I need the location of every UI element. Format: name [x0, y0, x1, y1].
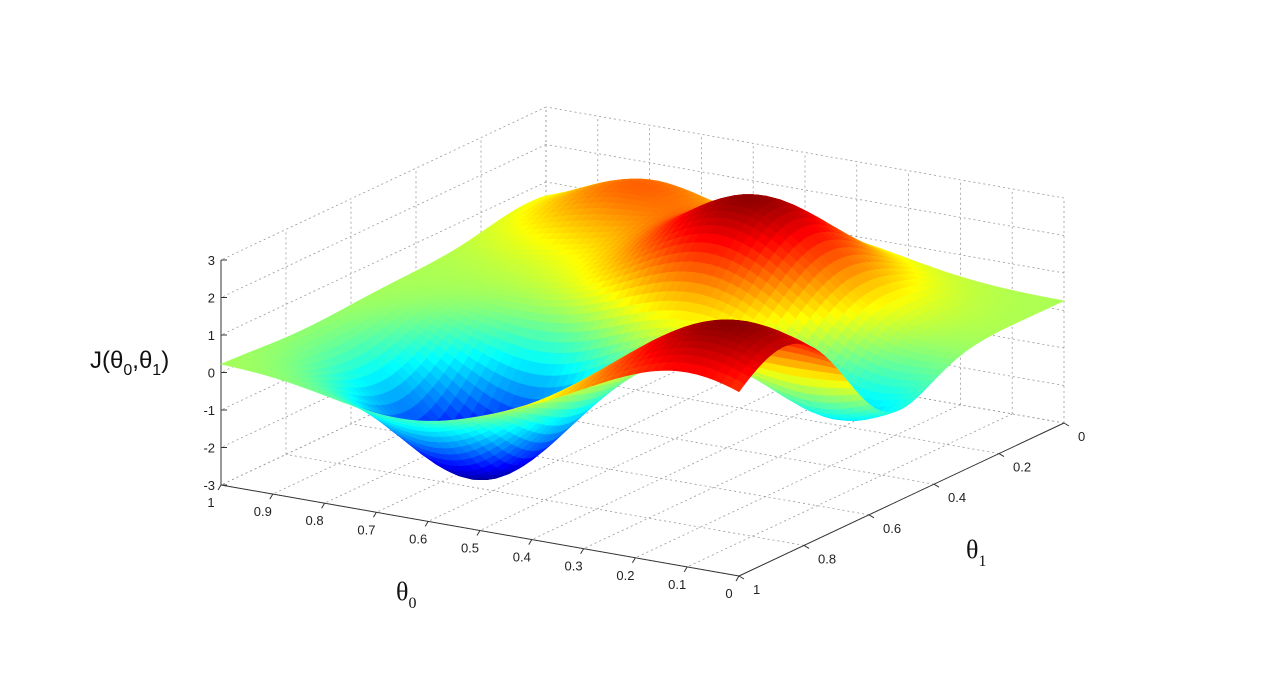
z-tick-label: -2: [203, 441, 215, 456]
x-tick-label: 0.2: [616, 568, 634, 583]
z-tick-label: -3: [203, 478, 215, 493]
y-tick-label: 0.2: [1013, 460, 1031, 475]
x-tick-mark: [580, 548, 585, 554]
x-tick-label: 0.4: [513, 550, 531, 565]
y-tick-mark: [803, 544, 810, 549]
z-tick-label: 2: [208, 291, 215, 306]
z-tick-label: -1: [203, 403, 215, 418]
x-tick-mark: [372, 512, 377, 518]
surface-patch: [729, 379, 745, 393]
axis-ticks: 1 0.9 0.8 0.7 0.6 0.5 0.4 0.3 0.2 0.1 0 0 0.2 0.4 0.6 0…: [203, 253, 1085, 601]
floor-grid-line: [635, 404, 961, 559]
y-tick-label: 0.4: [948, 490, 966, 505]
y-tick-mark: [1063, 422, 1070, 427]
y-tick-label: 0: [1078, 429, 1085, 444]
z-tick-label: 0: [208, 366, 215, 381]
x-tick-mark: [321, 502, 326, 509]
x-tick-label: 0.3: [565, 559, 583, 574]
x-tick-mark: [269, 493, 274, 500]
y-axis-label: θ1: [966, 535, 986, 570]
y-tick-label: 1: [753, 582, 760, 597]
x-tick-label: 0.9: [254, 504, 272, 519]
x-tick-label: 0: [725, 586, 732, 601]
x-tick-label: 0.6: [409, 531, 427, 546]
x-tick-mark: [683, 566, 688, 573]
y-tick-label: 0.6: [883, 521, 901, 536]
z-tick-label: 1: [208, 328, 215, 343]
x-tick-mark: [217, 484, 222, 491]
surface-mesh: [220, 178, 1065, 481]
x-tick-label: 0.5: [461, 541, 479, 556]
x-tick-label: 1: [207, 495, 214, 510]
x-tick-mark: [528, 539, 533, 545]
x-tick-mark: [631, 557, 636, 564]
y-tick-mark: [998, 453, 1005, 458]
x-tick-mark: [424, 521, 429, 527]
y-tick-mark: [738, 575, 745, 580]
x-tick-mark: [476, 530, 481, 536]
z-axis-label: J(θ0,θ1): [90, 347, 169, 379]
x-tick-label: 0.7: [357, 522, 375, 537]
y-axis-line: [738, 422, 1065, 577]
x-tick-mark: [735, 575, 740, 582]
z-tick-label: 3: [208, 253, 215, 268]
x-tick-label: 0.1: [668, 577, 686, 592]
y-tick-label: 0.8: [818, 551, 836, 566]
y-tick-mark: [868, 514, 875, 519]
x-axis-label: θ0: [396, 577, 416, 612]
x-tick-label: 0.8: [306, 513, 324, 528]
y-tick-mark: [933, 483, 940, 488]
